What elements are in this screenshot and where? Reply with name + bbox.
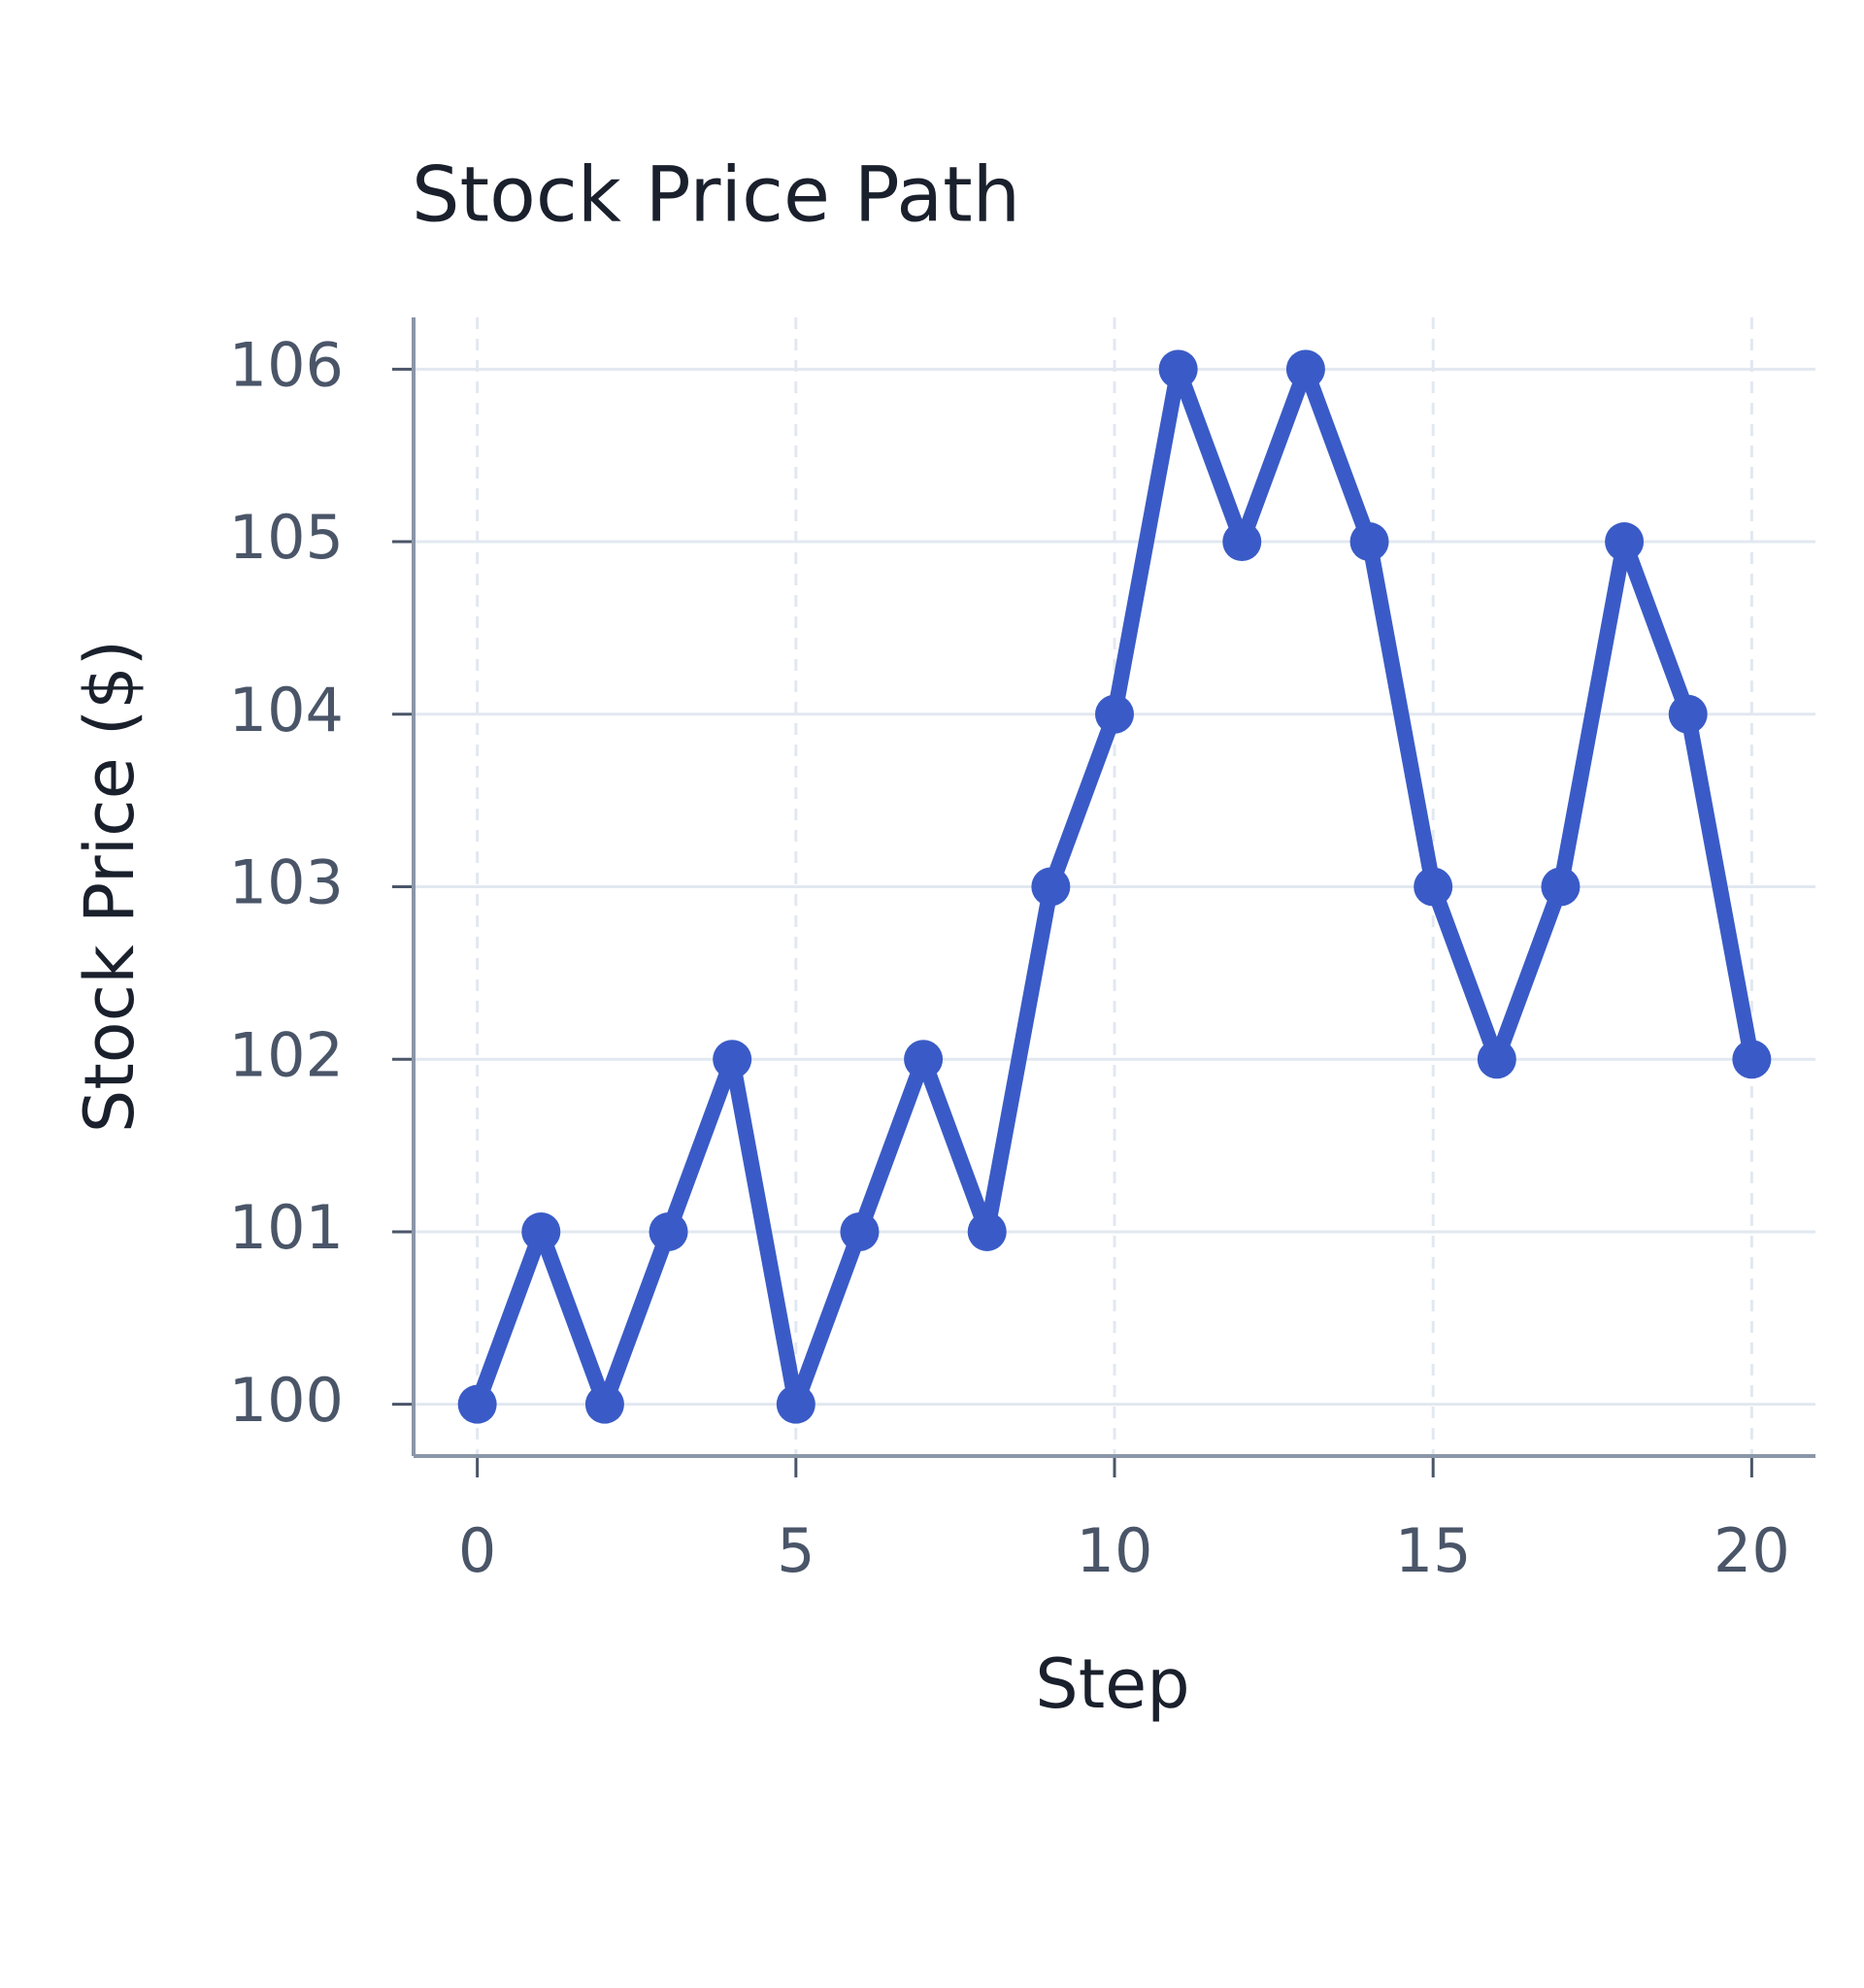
marker	[649, 1211, 688, 1251]
x-tick-label: 10	[1077, 1515, 1153, 1586]
marker	[1668, 694, 1708, 734]
x-tick-label: 5	[777, 1515, 815, 1586]
marker	[1477, 1040, 1516, 1079]
marker	[1031, 867, 1071, 907]
marker	[1222, 522, 1262, 562]
marker	[1541, 867, 1581, 907]
marker	[1605, 522, 1645, 562]
marker	[521, 1211, 561, 1251]
y-tick-label: 103	[229, 847, 344, 918]
marker	[713, 1040, 752, 1079]
x-tick-label: 15	[1395, 1515, 1472, 1586]
marker	[584, 1384, 624, 1424]
y-tick-label: 104	[229, 675, 344, 746]
y-tick-label: 105	[229, 502, 344, 573]
y-tick-label: 106	[229, 329, 344, 400]
marker	[457, 1384, 497, 1424]
marker	[1349, 522, 1389, 562]
y-tick-label: 102	[229, 1019, 344, 1090]
marker	[1095, 694, 1134, 734]
marker	[1732, 1040, 1772, 1079]
marker	[1414, 867, 1453, 907]
y-axis-label: Stock Price ($)	[70, 640, 150, 1133]
y-tick-label: 100	[229, 1365, 344, 1436]
marker	[776, 1384, 816, 1424]
x-tick-label: 20	[1714, 1515, 1790, 1586]
marker	[967, 1211, 1007, 1251]
y-tick-label: 101	[229, 1192, 344, 1263]
marker	[1285, 349, 1325, 389]
marker	[840, 1211, 880, 1251]
marker	[1158, 349, 1198, 389]
x-axis-label: Step	[1035, 1644, 1189, 1724]
marker	[904, 1040, 944, 1079]
chart-title: Stock Price Path	[412, 151, 1020, 239]
x-tick-label: 0	[458, 1515, 496, 1586]
